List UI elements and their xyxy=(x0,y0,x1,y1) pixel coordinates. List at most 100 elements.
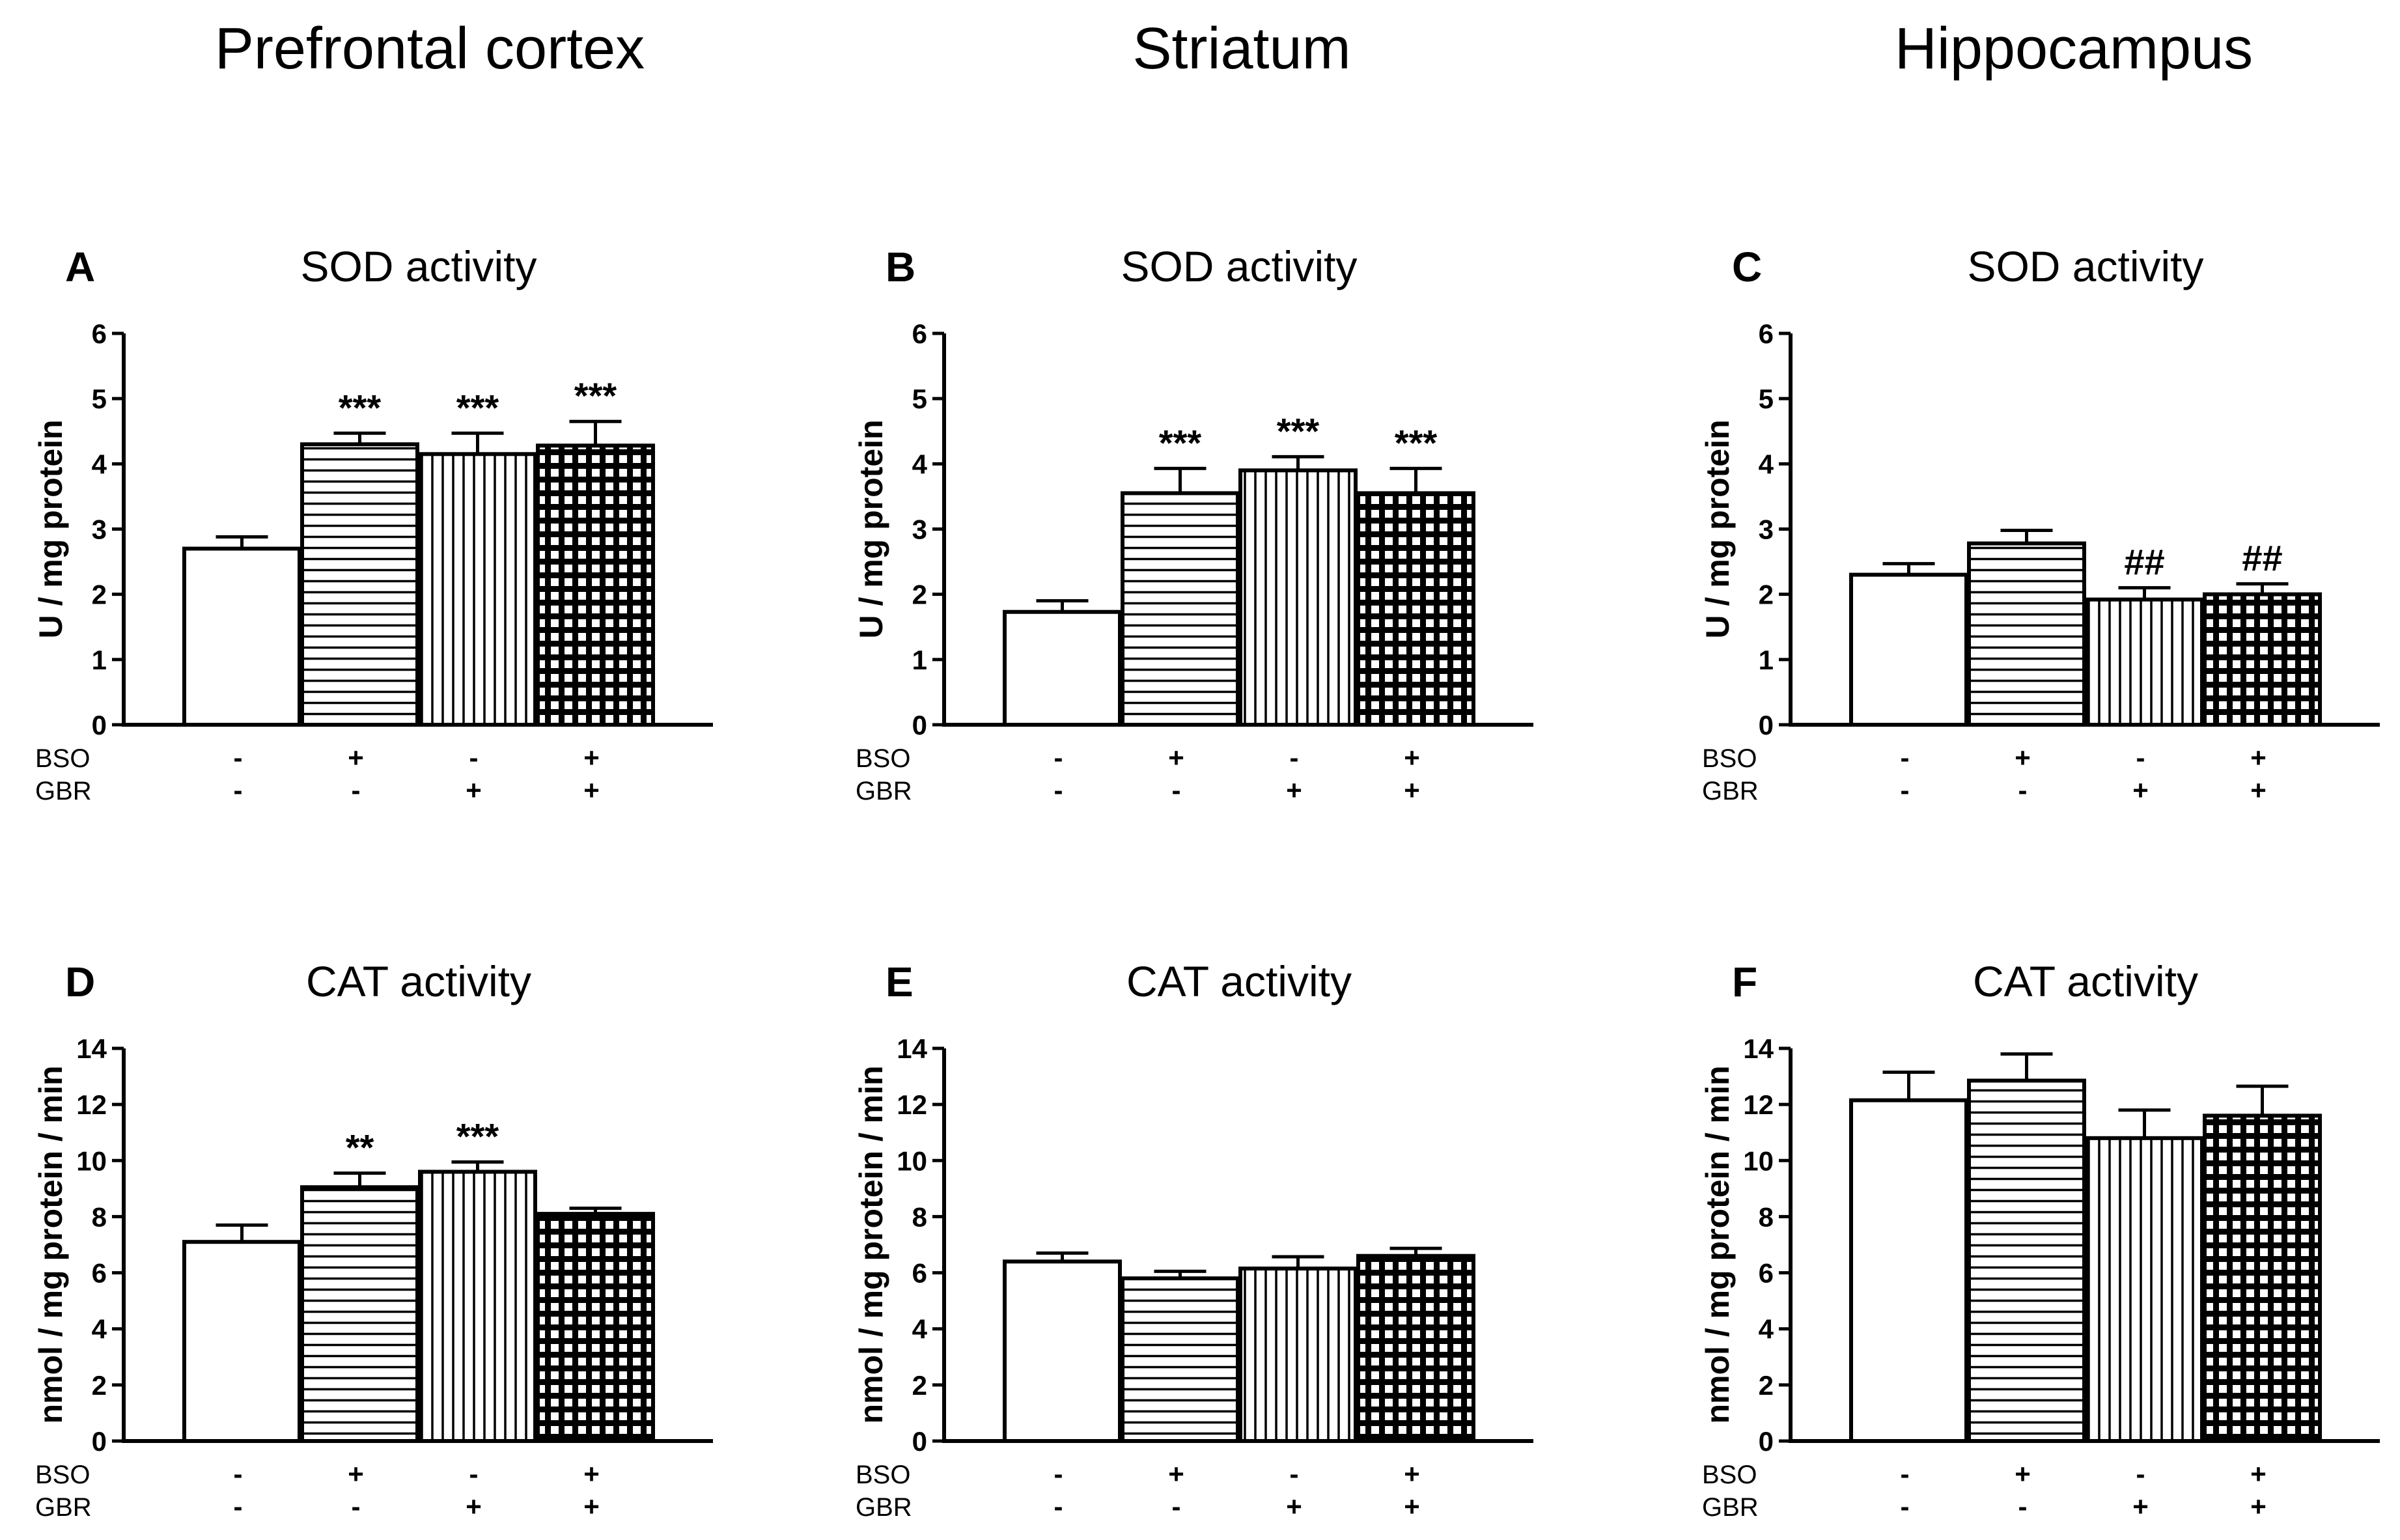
chart-panel-a: A SOD activity U / mg protein *** *** *** 0 1 2 3… xyxy=(33,242,713,805)
significance-annotation: ## xyxy=(2124,542,2164,583)
treatment-sign: - xyxy=(469,1459,479,1489)
y-tick-label: 3 xyxy=(912,514,927,545)
y-tick-label: 0 xyxy=(92,1426,107,1457)
bar xyxy=(1356,1253,1475,1443)
y-tick-label: 6 xyxy=(912,318,927,349)
treatment-sign: - xyxy=(234,742,243,773)
y-tick-label: 6 xyxy=(92,1258,107,1289)
y-tick-label: 6 xyxy=(92,318,107,349)
bar xyxy=(2085,1136,2204,1444)
y-tick-label: 6 xyxy=(1759,318,1774,349)
bar xyxy=(182,1240,301,1443)
treatment-sign: + xyxy=(1404,1491,1420,1522)
treatment-sign: - xyxy=(234,1459,243,1489)
treatment-sign: - xyxy=(1054,742,1063,773)
y-tick-label: 6 xyxy=(1759,1258,1774,1289)
bar xyxy=(1003,1259,1122,1444)
treatment-label-bso: BSO xyxy=(856,1461,910,1489)
bar xyxy=(1967,1078,2086,1443)
y-tick-label: 3 xyxy=(92,514,107,545)
chart-panel-b: B SOD activity U / mg protein *** *** *** 0 1 2 3… xyxy=(853,242,1533,805)
treatment-label-bso: BSO xyxy=(856,744,910,773)
treatment-sign: + xyxy=(466,1491,482,1522)
y-tick-label: 4 xyxy=(912,1314,928,1345)
bar xyxy=(2203,592,2322,727)
significance-annotation: *** xyxy=(456,1115,499,1156)
y-tick-label: 4 xyxy=(1759,1314,1774,1345)
treatment-sign: - xyxy=(469,742,479,773)
panel-title: SOD activity xyxy=(1121,242,1357,290)
treatment-sign: - xyxy=(1290,742,1299,773)
panel-letter: C xyxy=(1732,244,1762,290)
treatment-label-gbr: GBR xyxy=(856,777,912,805)
region-title-hippocampus: Hippocampus xyxy=(1895,16,2253,81)
treatment-label-gbr: GBR xyxy=(1702,1493,1759,1522)
treatment-sign: + xyxy=(583,775,600,805)
significance-annotation: *** xyxy=(1159,422,1202,463)
y-tick-label: 5 xyxy=(92,384,107,414)
y-axis-label: nmol / mg protein / min xyxy=(853,1066,889,1424)
significance-annotation: *** xyxy=(456,387,499,428)
bar xyxy=(1238,468,1358,727)
treatment-sign: + xyxy=(2250,775,2267,805)
bar xyxy=(2085,597,2204,727)
treatment-sign: + xyxy=(2015,1459,2031,1489)
y-tick-label: 2 xyxy=(92,1370,107,1401)
treatment-sign: + xyxy=(1404,742,1420,773)
y-tick-label: 0 xyxy=(1759,710,1774,740)
y-axis-label: nmol / mg protein / min xyxy=(33,1066,69,1424)
treatment-sign: + xyxy=(2250,1491,2267,1522)
treatment-label-bso: BSO xyxy=(35,1461,90,1489)
treatment-sign: - xyxy=(1054,775,1063,805)
treatment-sign: - xyxy=(2018,775,2028,805)
y-tick-label: 10 xyxy=(897,1145,927,1176)
y-tick-label: 4 xyxy=(92,449,107,479)
chart-panel-e: E CAT activity nmol / mg protein / min 0 2 4 6… xyxy=(853,957,1533,1522)
y-tick-label: 0 xyxy=(912,710,927,740)
bar xyxy=(1967,541,2086,727)
significance-annotation: *** xyxy=(339,387,382,428)
panel-letter: F xyxy=(1732,959,1757,1005)
treatment-sign: - xyxy=(1054,1459,1063,1489)
y-tick-label: 8 xyxy=(912,1201,927,1232)
y-axis-label: U / mg protein xyxy=(853,419,889,638)
panel-letter: D xyxy=(65,959,95,1005)
treatment-label-gbr: GBR xyxy=(35,777,92,805)
panel-letter: A xyxy=(65,244,95,290)
panel-letter: E xyxy=(886,959,914,1005)
significance-annotation: *** xyxy=(1277,410,1320,451)
y-tick-label: 0 xyxy=(912,1426,927,1457)
y-axis-label: U / mg protein xyxy=(33,419,69,638)
bar xyxy=(1121,1276,1240,1443)
treatment-sign: + xyxy=(348,742,364,773)
bar xyxy=(536,443,655,727)
treatment-sign: - xyxy=(352,1491,361,1522)
significance-annotation: *** xyxy=(1395,422,1438,463)
treatment-sign: - xyxy=(1172,775,1181,805)
treatment-label-bso: BSO xyxy=(1702,744,1757,773)
treatment-label-gbr: GBR xyxy=(35,1493,92,1522)
y-tick-label: 0 xyxy=(1759,1426,1774,1457)
chart-panel-f: F CAT activity nmol / mg protein / min 0 2 4 6… xyxy=(1699,957,2380,1522)
region-title-prefrontal-cortex: Prefrontal cortex xyxy=(215,16,645,81)
bar xyxy=(1849,1098,1968,1443)
y-tick-label: 8 xyxy=(1759,1201,1774,1232)
treatment-sign: + xyxy=(2015,742,2031,773)
treatment-sign: - xyxy=(1290,1459,1299,1489)
y-tick-label: 12 xyxy=(76,1089,107,1120)
treatment-sign: + xyxy=(2250,742,2267,773)
panel-title: CAT activity xyxy=(1973,957,2198,1005)
region-title-striatum: Striatum xyxy=(1132,16,1350,81)
bar xyxy=(2203,1113,2322,1444)
y-tick-label: 0 xyxy=(92,710,107,740)
y-tick-label: 2 xyxy=(92,580,107,610)
treatment-sign: + xyxy=(1404,775,1420,805)
chart-panel-c: C SOD activity U / mg protein ## ## 0 1 2 3 4 5 6 BS… xyxy=(1699,242,2380,805)
treatment-sign: - xyxy=(1901,1459,1910,1489)
treatment-sign: - xyxy=(1901,775,1910,805)
y-axis-label: U / mg protein xyxy=(1699,419,1736,638)
bar xyxy=(1356,491,1475,727)
y-tick-label: 4 xyxy=(912,449,928,479)
bar xyxy=(418,1169,537,1443)
